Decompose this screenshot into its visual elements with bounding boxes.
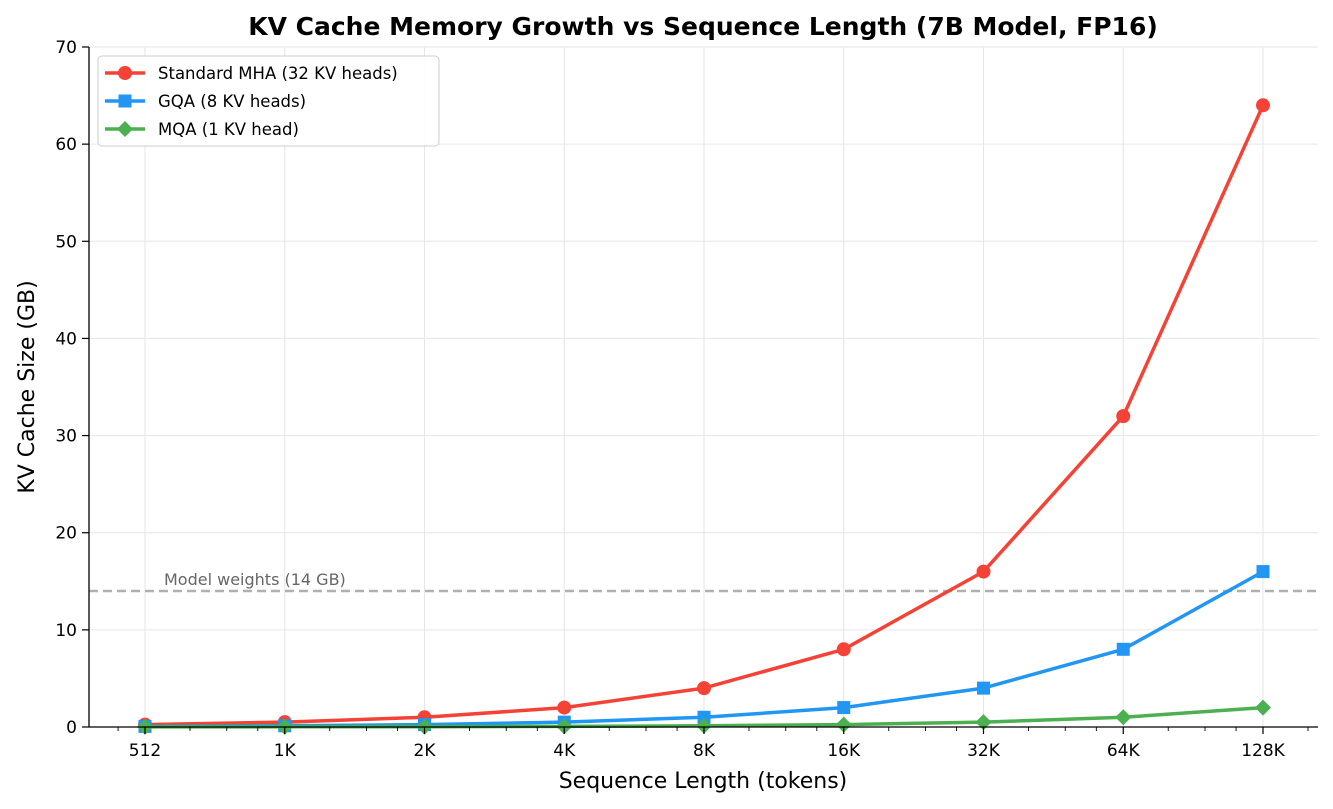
chart-title: KV Cache Memory Growth vs Sequence Lengt…: [248, 12, 1158, 41]
data-point: [1116, 642, 1130, 656]
y-tick-label: 60: [55, 135, 77, 155]
y-tick-label: 40: [55, 329, 77, 349]
legend-marker: [118, 94, 132, 108]
x-tick-label: 512: [129, 741, 161, 761]
x-tick-label: 128K: [1241, 741, 1285, 761]
legend-label: GQA (8 KV heads): [158, 92, 306, 111]
data-point: [1256, 565, 1270, 579]
data-point: [1256, 98, 1270, 113]
data-point: [1116, 409, 1131, 424]
legend-box: [97, 55, 440, 147]
data-point: [557, 700, 572, 715]
data-point: [837, 701, 851, 715]
data-point: [976, 564, 991, 579]
legend-marker: [118, 66, 132, 80]
x-tick-label: 2K: [414, 741, 437, 761]
tick-labels: 512 1K 2K 4K 8K 16K 32K 64K 128K 0 10 20 30 40 50 60 70: [55, 38, 1309, 761]
data-point: [697, 710, 711, 724]
y-axis-label: KV Cache Size (GB): [15, 280, 40, 493]
legend: Standard MHA (32 KV heads) GQA (8 KV head…: [97, 55, 440, 147]
x-tick-label: 32K: [967, 741, 1001, 761]
series-layer: [137, 98, 1271, 735]
y-tick-label: 50: [55, 232, 77, 252]
legend-item: MQA (1 KV head): [105, 120, 299, 139]
data-point: [975, 714, 992, 731]
reference-line: Model weights (14 GB): [89, 570, 1318, 593]
data-point: [696, 717, 712, 734]
x-tick-label: 1K: [274, 741, 297, 761]
y-tick-label: 0: [66, 718, 77, 738]
x-tick-label: 4K: [553, 741, 576, 761]
y-tick-label: 30: [55, 427, 77, 447]
model-weights-label: Model weights (14 GB): [164, 570, 346, 589]
legend-label: Standard MHA (32 KV heads): [158, 64, 398, 83]
data-point: [836, 642, 851, 657]
x-tick-label: 16K: [827, 741, 861, 761]
data-point: [835, 716, 852, 733]
data-point: [1255, 699, 1271, 716]
legend-item: GQA (8 KV heads): [105, 92, 306, 111]
data-point: [1115, 709, 1132, 726]
y-tick-label: 10: [55, 621, 77, 641]
legend-item: Standard MHA (32 KV heads): [105, 64, 398, 83]
legend-label: MQA (1 KV head): [158, 120, 299, 139]
grid-lines: [89, 46, 1318, 728]
y-tick-label: 20: [55, 524, 77, 544]
x-tick-label: 64K: [1107, 741, 1141, 761]
x-tick-label: 8K: [693, 741, 716, 761]
y-tick-label: 70: [55, 38, 77, 58]
data-point: [977, 681, 990, 695]
legend-marker: [117, 121, 133, 137]
data-point: [697, 681, 711, 696]
x-axis-label: Sequence Length (tokens): [559, 769, 848, 794]
